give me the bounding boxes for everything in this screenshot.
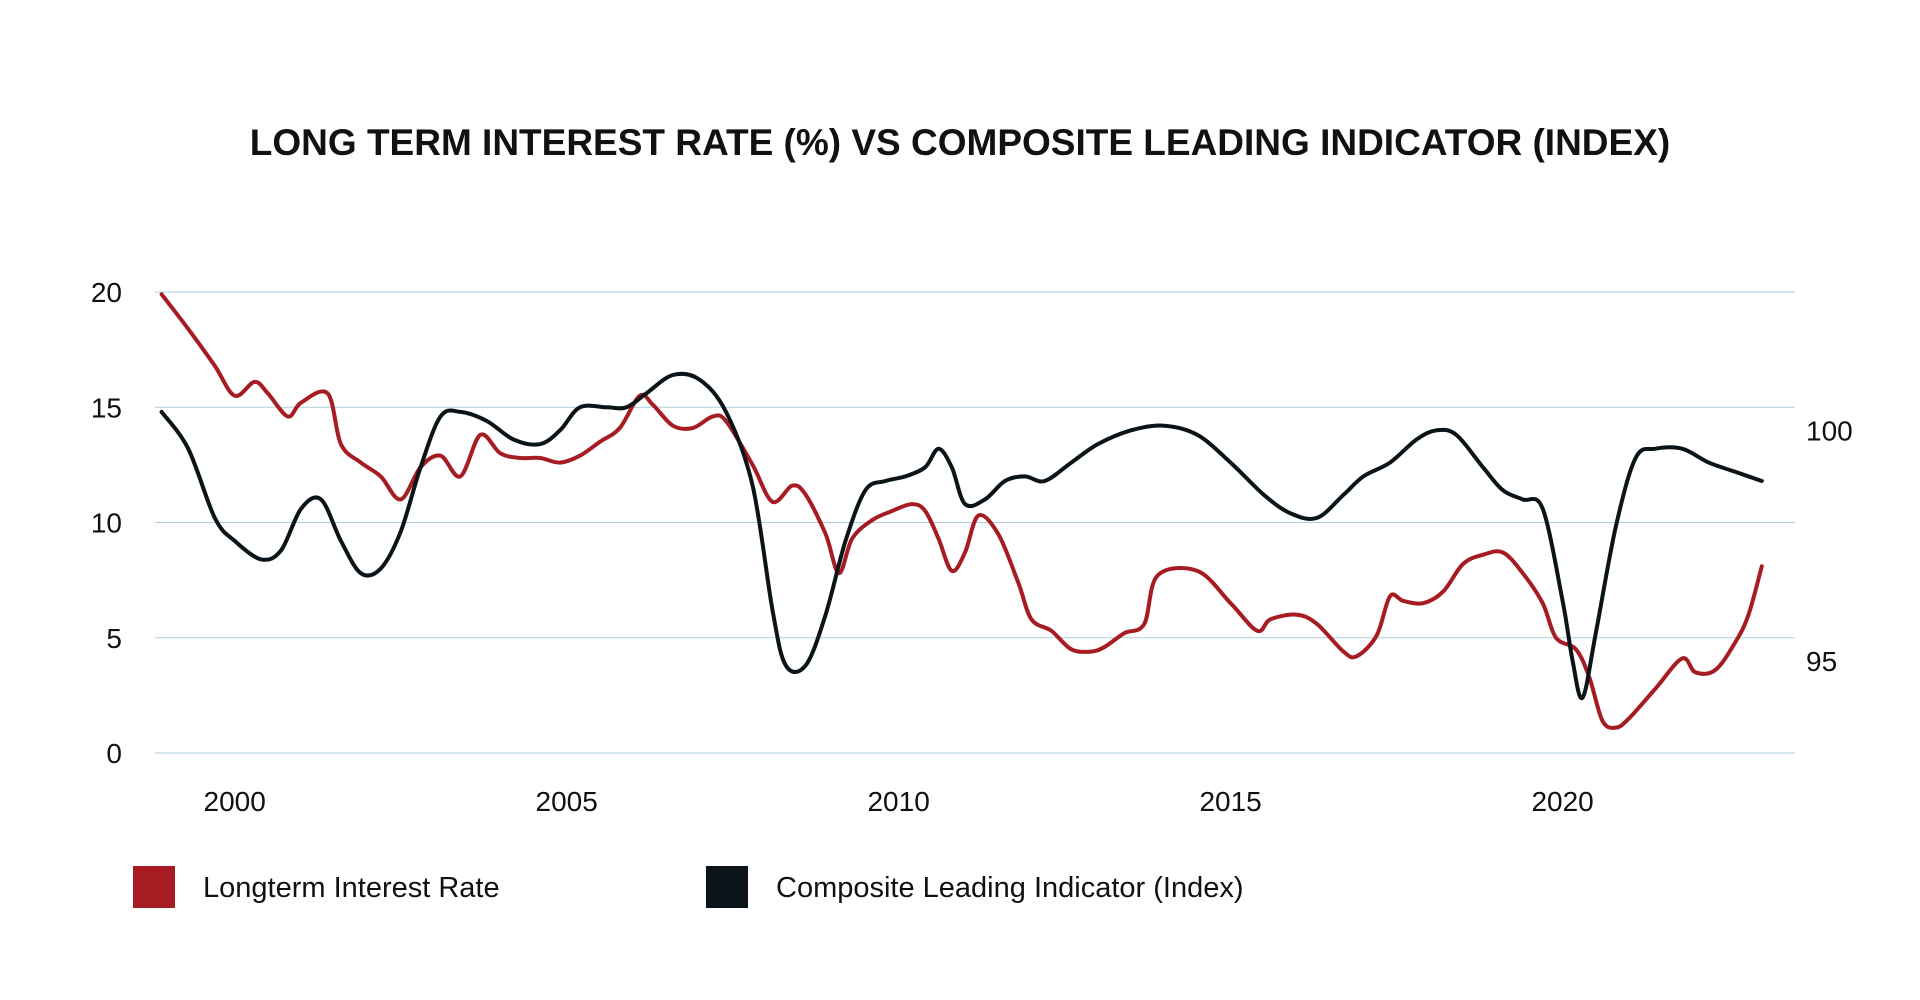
- x-tick-label-2005: 2005: [536, 786, 598, 817]
- y-tick-label-0: 0: [106, 738, 122, 769]
- y-tick-label-15: 15: [91, 392, 122, 423]
- interest-rate-line: [159, 292, 1764, 730]
- y-tick-label-10: 10: [91, 508, 122, 539]
- legend-label-leading-indicator: Composite Leading Indicator (Index): [776, 872, 1243, 904]
- y2-tick-label-100: 100: [1806, 415, 1853, 446]
- y-tick-label-5: 5: [106, 623, 122, 654]
- x-tick-label-2020: 2020: [1531, 786, 1593, 817]
- y-axis-right-ticks: 95 100: [1806, 415, 1853, 677]
- chart-title: LONG TERM INTEREST RATE (%) VS COMPOSITE…: [250, 122, 1670, 163]
- y2-tick-label-95: 95: [1806, 646, 1837, 677]
- x-tick-label-2000: 2000: [204, 786, 266, 817]
- legend-swatch-interest-rate: [133, 866, 175, 908]
- legend-label-interest-rate: Longterm Interest Rate: [203, 872, 500, 904]
- leading-indicator-line: [159, 371, 1764, 701]
- y-tick-label-20: 20: [91, 277, 122, 308]
- y-axis-left-ticks: 0 5 10 15 20: [91, 277, 122, 769]
- legend-swatch-leading-indicator: [706, 866, 748, 908]
- x-tick-label-2010: 2010: [867, 786, 929, 817]
- x-axis-ticks: 2000 2005 2010 2015 2020: [204, 786, 1594, 817]
- legend: Longterm Interest Rate Composite Leading …: [133, 866, 1243, 908]
- series-layer: [159, 292, 1764, 730]
- x-tick-label-2015: 2015: [1199, 786, 1261, 817]
